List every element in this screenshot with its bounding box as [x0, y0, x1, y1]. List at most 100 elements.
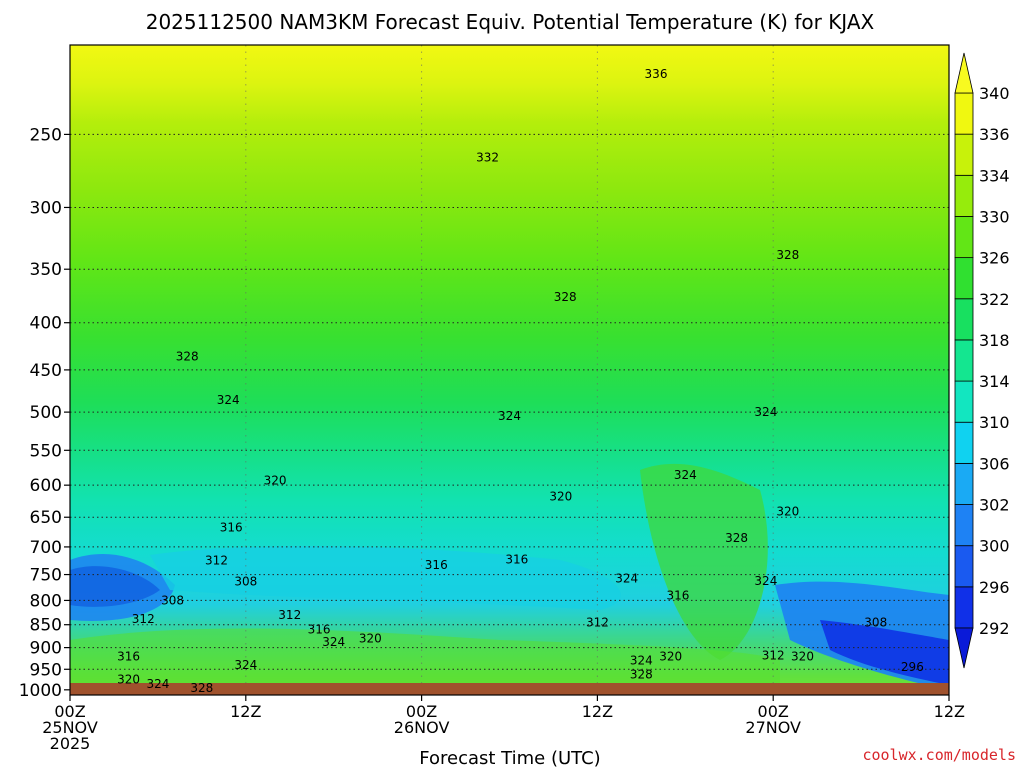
contour-label: 324 — [674, 468, 697, 482]
y-tick-label: 500 — [30, 403, 62, 423]
x-tick-label: 12Z — [934, 702, 965, 721]
y-axis: 250 300 350 400 450 500 550 600 650 700 750 800 850 9… — [19, 125, 70, 701]
y-tick-label: 450 — [30, 361, 62, 381]
cool-layer-mid — [150, 545, 621, 610]
contour-label: 308 — [234, 574, 257, 588]
contour-label: 324 — [146, 677, 169, 691]
contour-label: 312 — [586, 615, 609, 629]
colorbar-label: 322 — [979, 290, 1010, 309]
colorbar-min-arrow — [954, 627, 974, 669]
contour-label: 332 — [476, 151, 499, 165]
contour-label: 324 — [322, 635, 345, 649]
x-axis-label: Forecast Time (UTC) — [419, 748, 600, 768]
contour-label: 312 — [132, 612, 155, 626]
x-tick-label: 00Z — [758, 702, 789, 721]
colorbar-swatch — [954, 92, 974, 135]
colorbar: 292 296 300 302 306 310 314 318 322 326 330 334 336 3… — [954, 52, 1010, 669]
x-tick-label: 26NOV — [394, 718, 450, 737]
colorbar-swatch — [954, 133, 974, 176]
y-tick-label: 600 — [30, 476, 62, 496]
colorbar-swatch — [954, 421, 974, 464]
colorbar-label: 310 — [979, 413, 1010, 432]
contour-label: 328 — [776, 248, 799, 262]
contour-label: 320 — [549, 489, 572, 503]
colorbar-swatch — [954, 339, 974, 382]
y-tick-label: 350 — [30, 260, 62, 280]
contour-label: 320 — [359, 632, 382, 646]
contour-label: 312 — [205, 553, 228, 567]
colorbar-label: 300 — [979, 537, 1010, 556]
x-tick-label: 12Z — [230, 702, 261, 721]
colorbar-label: 334 — [979, 166, 1010, 185]
grid-lines — [70, 45, 949, 695]
colorbar-label: 306 — [979, 454, 1010, 473]
contour-label: 324 — [630, 654, 653, 668]
contour-label: 316 — [220, 521, 243, 535]
contour-label: 312 — [762, 649, 785, 663]
colorbar-label: 336 — [979, 125, 1010, 144]
y-tick-label: 250 — [30, 125, 62, 145]
contour-label: 324 — [754, 574, 777, 588]
colorbar-label: 340 — [979, 84, 1010, 103]
contour-label: 316 — [505, 552, 528, 566]
y-tick-label: 650 — [30, 508, 62, 528]
colorbar-label: 302 — [979, 496, 1010, 515]
cold-pool-right-core — [820, 620, 949, 685]
x-tick-label: 12Z — [582, 702, 613, 721]
contour-label: 320 — [264, 473, 287, 487]
contour-label: 324 — [615, 571, 638, 585]
colorbar-swatch — [954, 545, 974, 588]
contour-label: 320 — [117, 673, 140, 687]
contour-label: 324 — [498, 409, 521, 423]
colorbar-label: 326 — [979, 249, 1010, 268]
colorbar-swatch — [954, 462, 974, 505]
contour-label: 328 — [554, 290, 577, 304]
x-tick-label: 2025 — [50, 734, 91, 753]
contour-label: 328 — [176, 349, 199, 363]
y-tick-label: 800 — [30, 591, 62, 611]
colorbar-swatch — [954, 257, 974, 300]
contour-label: 336 — [645, 67, 668, 81]
contour-label: 308 — [161, 593, 184, 607]
y-tick-label: 750 — [30, 566, 62, 586]
contour-label: 324 — [217, 393, 240, 407]
contour-label: 320 — [776, 505, 799, 519]
chart-title: 2025112500 NAM3KM Forecast Equiv. Potent… — [146, 10, 875, 34]
colorbar-swatch — [954, 380, 974, 423]
y-tick-label: 550 — [30, 441, 62, 461]
contour-label: 316 — [667, 588, 690, 602]
moist-plume — [640, 463, 768, 660]
y-tick-label: 700 — [30, 538, 62, 558]
contour-label: 324 — [754, 405, 777, 419]
contour-label: 316 — [117, 649, 140, 663]
contour-label: 312 — [278, 608, 301, 622]
credit-text: coolwx.com/models — [862, 746, 1016, 764]
contour-label: 328 — [725, 531, 748, 545]
field-features — [70, 463, 949, 690]
contour-label: 328 — [630, 668, 653, 682]
colorbar-swatch — [954, 216, 974, 259]
x-tick-label: 25NOV — [42, 718, 98, 737]
low-level-warm — [70, 628, 780, 683]
colorbar-swatch — [954, 586, 974, 629]
colorbar-label: 318 — [979, 331, 1010, 350]
cold-pool-left-core — [70, 566, 160, 607]
ground-surface — [70, 683, 949, 695]
contour-label: 316 — [308, 622, 331, 636]
contour-label: 296 — [901, 660, 924, 674]
contour-label: 320 — [659, 649, 682, 663]
y-tick-label: 400 — [30, 314, 62, 334]
colorbar-label: 330 — [979, 207, 1010, 226]
x-tick-label: 00Z — [54, 702, 85, 721]
colorbar-swatch — [954, 298, 974, 341]
x-tick-label: 00Z — [406, 702, 437, 721]
y-tick-label: 850 — [30, 616, 62, 636]
colorbar-swatch — [954, 504, 974, 547]
contour-label: 316 — [425, 558, 448, 572]
y-tick-label: 300 — [30, 198, 62, 218]
colorbar-max-arrow — [954, 52, 974, 94]
